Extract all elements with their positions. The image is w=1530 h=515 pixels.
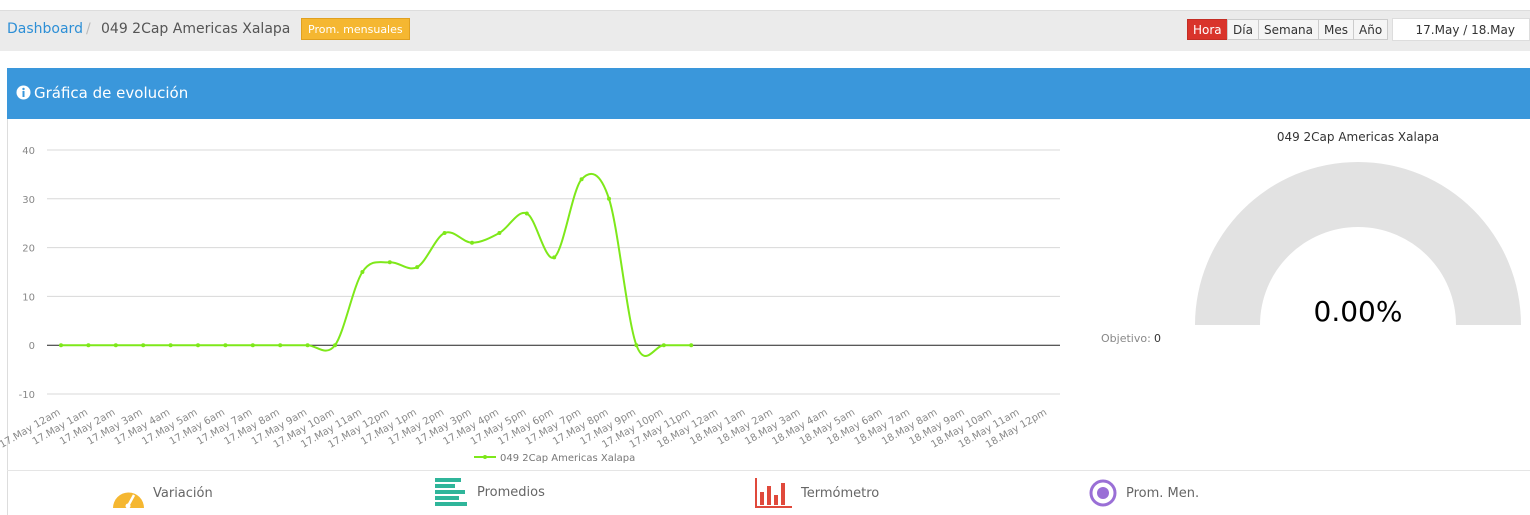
gauge-title: 049 2Cap Americas Xalapa (1277, 130, 1439, 144)
tab-icon (755, 478, 792, 508)
y-tick-label: 30 (22, 195, 35, 206)
point-marker (634, 343, 639, 348)
y-tick-label: 10 (22, 292, 35, 303)
breadcrumb-current: 049 2Cap Americas Xalapa (101, 21, 291, 37)
tab-label: Promedios (477, 484, 545, 500)
point-marker (415, 265, 420, 270)
point-marker (470, 240, 474, 245)
gauge-value: 0.00% (1314, 295, 1403, 328)
point-marker (552, 255, 557, 260)
point-marker (113, 343, 118, 348)
panel-body (7, 119, 1530, 515)
point-marker (168, 343, 173, 348)
badge[interactable]: Prom. mensuales (301, 18, 410, 40)
point-marker (59, 343, 63, 348)
period-button[interactable]: Mes (1318, 19, 1354, 40)
tab[interactable]: Promedios (435, 478, 545, 506)
tab[interactable]: Termómetro (755, 478, 879, 508)
point-marker (86, 343, 91, 348)
y-tick-label: 40 (22, 146, 35, 157)
line (60, 172, 692, 357)
objective-value: 0 (1154, 332, 1161, 345)
period-button[interactable]: Día (1227, 19, 1259, 40)
tab-label: Prom. Men. (1126, 485, 1200, 501)
tab-divider (7, 470, 1530, 471)
breadcrumb-link[interactable]: Dashboard (7, 21, 83, 37)
point-marker (524, 211, 529, 216)
period-button[interactable]: Año (1353, 19, 1389, 40)
info-icon (16, 85, 31, 100)
date-range[interactable]: 17.May / 18.May (1392, 18, 1530, 41)
y-tick-label: 0 (29, 341, 35, 352)
objective-label: Objetivo: (1101, 332, 1151, 345)
point-marker (497, 230, 502, 235)
point-marker (223, 343, 228, 348)
point-marker (196, 343, 200, 348)
point-marker (661, 343, 666, 348)
point-marker (141, 343, 146, 348)
point-marker (305, 343, 310, 348)
point-marker (333, 343, 337, 348)
point-marker (360, 270, 365, 274)
point-marker (607, 196, 611, 201)
point-marker (387, 260, 392, 265)
tab[interactable]: Prom. Men. (1088, 478, 1199, 508)
y-tick-label: -10 (19, 390, 35, 401)
point-marker (579, 177, 584, 182)
period-button[interactable]: Semana (1258, 19, 1320, 40)
tab-icon (435, 478, 467, 506)
y-tick-label: 20 (22, 244, 35, 255)
breadcrumb-separator: / (86, 21, 91, 37)
tab[interactable]: Variación (112, 478, 213, 508)
legend-marker (483, 455, 487, 459)
point-marker (250, 343, 255, 348)
gauge-track (1195, 162, 1521, 325)
panel-header: Gráfica de evolución (7, 68, 1530, 119)
legend-label: 049 2Cap Americas Xalapa (500, 453, 635, 464)
tab-label: Termómetro (801, 485, 880, 501)
tab-icon (113, 492, 144, 508)
point-marker (442, 230, 447, 235)
tab-label: Variación (153, 485, 213, 501)
point-marker (689, 343, 694, 348)
panel-title: Gráfica de evolución (34, 84, 189, 102)
point-marker (278, 343, 283, 348)
tab-icon (1089, 479, 1117, 507)
